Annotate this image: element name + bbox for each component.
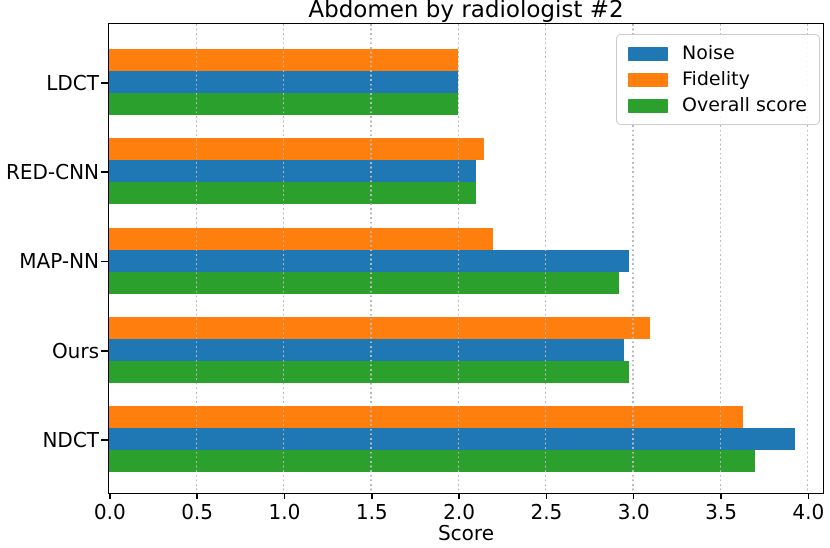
y-tick: [101, 349, 108, 352]
x-tick-label: 0.0: [93, 500, 126, 524]
x-tick: [807, 494, 810, 499]
bar-noise-ours: [109, 338, 625, 361]
x-tick-label: 3.5: [705, 500, 737, 524]
gridline: [806, 24, 809, 493]
y-tick: [101, 171, 108, 173]
x-tick-label: 4.0: [792, 500, 825, 524]
x-tick: [632, 494, 635, 499]
bar-fidelity-ours: [109, 316, 651, 339]
gridline: [719, 24, 721, 493]
legend-label: Fidelity: [682, 68, 750, 90]
y-tick: [101, 82, 108, 84]
bar-fidelity-red-cnn: [109, 138, 485, 161]
legend-item: Noise: [628, 43, 808, 64]
y-tick-label: Ours: [51, 338, 99, 363]
noise-legend-swatch: [628, 46, 668, 61]
gridline: [282, 24, 285, 493]
x-tick: [283, 494, 286, 499]
legend-label: Noise: [682, 42, 735, 64]
x-tick: [545, 494, 548, 499]
x-tick: [458, 494, 460, 499]
x-tick: [196, 494, 198, 499]
x-tick-label: 0.5: [181, 500, 214, 524]
x-tick: [370, 494, 373, 499]
gridline: [544, 24, 547, 493]
legend-label: Overall score: [682, 94, 807, 116]
y-tick-label: NDCT: [42, 428, 99, 453]
x-tick-label: 2.5: [530, 500, 563, 524]
overall-score-legend-swatch: [628, 98, 668, 113]
bar-fidelity-ndct: [109, 406, 743, 429]
x-tick-label: 3.0: [617, 500, 650, 524]
gridline: [457, 24, 459, 493]
x-axis-label: Score: [437, 521, 494, 545]
gridline: [632, 24, 634, 493]
x-tick-label: 2.0: [443, 500, 475, 524]
y-tick-label: MAP-NN: [19, 249, 99, 274]
gridline: [370, 24, 372, 493]
y-tick: [101, 439, 108, 441]
legend-item: Overall score: [628, 95, 808, 116]
y-tick-label: LDCT: [46, 70, 99, 95]
bar-fidelity-map-nn: [109, 227, 494, 250]
x-tick-label: 1.0: [268, 500, 301, 524]
x-tick: [109, 494, 111, 499]
legend-item: Fidelity: [628, 69, 808, 90]
plot-area: Noise Fidelity Overall score: [108, 23, 824, 494]
gridline: [195, 24, 197, 493]
y-tick-label: RED-CNN: [5, 160, 99, 185]
legend: Noise Fidelity Overall score: [616, 34, 820, 125]
fidelity-legend-swatch: [628, 72, 668, 87]
bar-overall-score-ours: [109, 360, 630, 383]
bar-overall-score-ndct: [109, 450, 756, 473]
bar-noise-map-nn: [109, 249, 630, 272]
bar-noise-red-cnn: [109, 160, 476, 183]
x-tick: [720, 494, 722, 499]
x-tick-label: 1.5: [355, 500, 388, 524]
bar-overall-score-red-cnn: [109, 182, 476, 205]
y-tick: [101, 260, 108, 263]
chart-title: Abdomen by radiologist #2: [308, 0, 624, 23]
bar-noise-ndct: [109, 428, 796, 451]
bar-overall-score-map-nn: [109, 271, 619, 294]
